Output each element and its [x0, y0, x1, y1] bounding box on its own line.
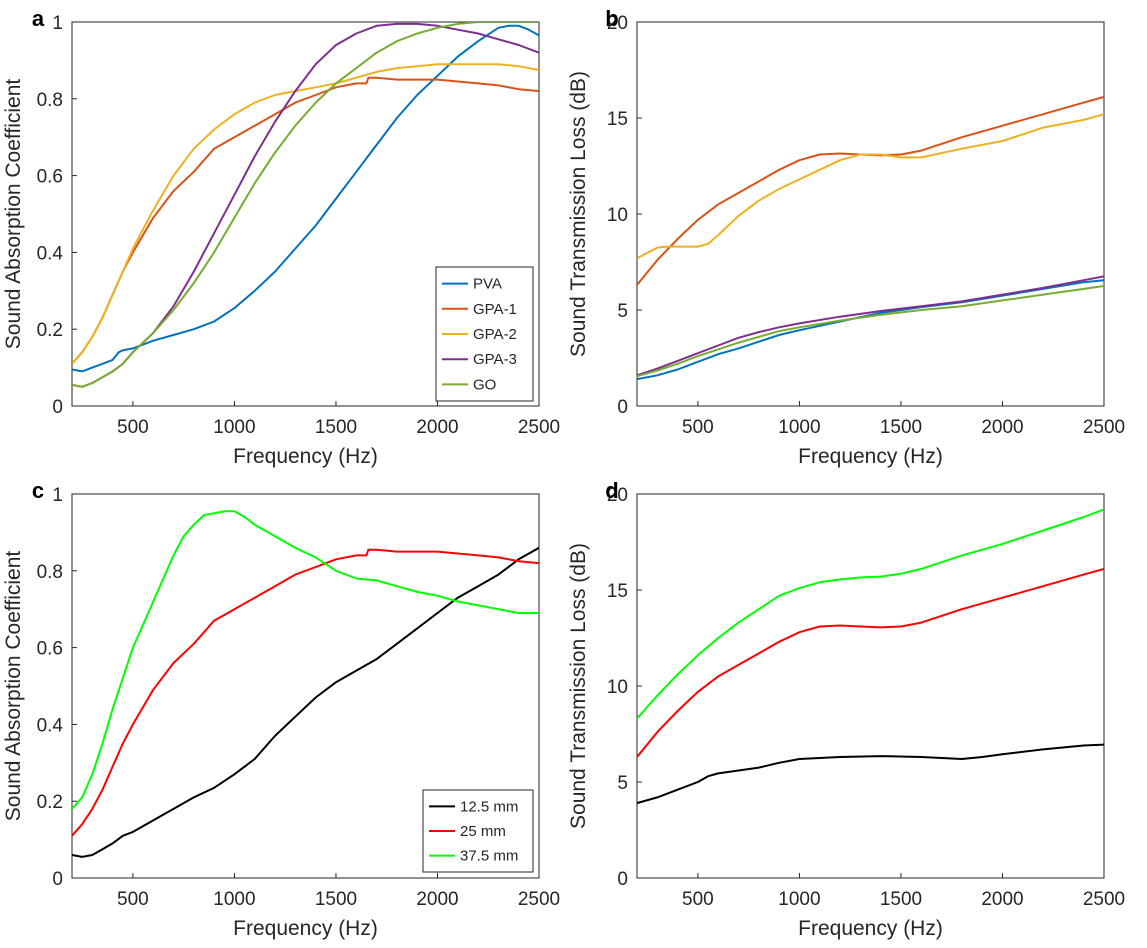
- x-tick-label: 500: [117, 889, 149, 910]
- y-tick-label: 0.6: [37, 639, 63, 660]
- legend-label: GPA-1: [473, 301, 517, 318]
- y-tick-label: 0.8: [37, 90, 63, 111]
- x-tick-label: 1500: [315, 889, 357, 910]
- legend-label: 25 mm: [460, 823, 506, 840]
- series-line-37.5-mm: [72, 510, 539, 810]
- legend-label: PVA: [473, 276, 502, 293]
- x-tick-label: 1500: [315, 417, 357, 438]
- y-tick-label: 1: [52, 485, 63, 506]
- x-tick-label: 500: [117, 417, 149, 438]
- x-axis-label: Frequency (Hz): [798, 445, 943, 468]
- x-tick-label: 2500: [1083, 889, 1125, 910]
- x-tick-label: 2000: [416, 417, 458, 438]
- y-axis-label: Sound Transmission Loss (dB): [567, 543, 590, 829]
- x-tick-label: 1000: [778, 889, 820, 910]
- series-line-4: [637, 275, 1104, 377]
- x-axis-label: Frequency (Hz): [798, 917, 943, 940]
- y-tick-label: 0: [52, 397, 63, 418]
- plot-area: [636, 21, 1105, 407]
- y-tick-label: 1: [52, 13, 63, 34]
- y-tick-label: 0.6: [37, 167, 63, 188]
- y-tick-label: 0.8: [37, 562, 63, 583]
- y-tick-label: 0.4: [37, 715, 64, 736]
- x-axis-label: Frequency (Hz): [233, 445, 378, 468]
- series-line-3: [637, 113, 1104, 260]
- series-line-1: [637, 743, 1104, 805]
- y-tick-label: 0: [617, 397, 628, 418]
- x-tick-label: 2000: [981, 889, 1023, 910]
- x-tick-label: 1500: [880, 889, 922, 910]
- series-line-12.5-mm: [72, 546, 539, 858]
- series-group: [637, 508, 1104, 805]
- y-tick-label: 5: [617, 773, 628, 794]
- x-tick-label: 1500: [880, 417, 922, 438]
- series-group: [72, 22, 539, 388]
- panel-letter: a: [32, 6, 45, 31]
- y-axis-label: Sound Absorption Coefficient: [2, 79, 25, 350]
- chart-panel-c: 500 1000 1500 2000 2500 0 0.2 0.4 0.6 0.8 1 Frequen…: [2, 478, 560, 940]
- x-tick-label: 500: [682, 889, 714, 910]
- y-tick-label: 0.4: [37, 243, 64, 264]
- y-axis-label: Sound Absorption Coefficient: [2, 551, 25, 822]
- legend-label: 37.5 mm: [460, 848, 518, 865]
- legend-label: GPA-2: [473, 326, 517, 343]
- legend: 12.5 mm 25 mm 37.5 mm: [422, 789, 534, 873]
- series-line-3: [637, 508, 1104, 720]
- chart-panel-b: 500 1000 1500 2000 2500 0 5 10 15 20 Frequency (Hz…: [567, 6, 1125, 468]
- y-tick-label: 0: [617, 869, 628, 890]
- y-tick-label: 20: [607, 13, 628, 34]
- y-tick-label: 0: [52, 869, 63, 890]
- legend-label: GO: [473, 376, 496, 393]
- series-line-gpa-2: [72, 63, 539, 365]
- x-tick-label: 2000: [416, 889, 458, 910]
- x-tick-label: 1000: [778, 417, 820, 438]
- y-tick-label: 10: [607, 677, 628, 698]
- y-tick-label: 15: [607, 109, 628, 130]
- x-tick-label: 1000: [213, 889, 255, 910]
- series-line-2: [637, 567, 1104, 758]
- y-tick-label: 0.2: [37, 320, 63, 341]
- chart-panel-d: 500 1000 1500 2000 2500 0 5 10 15 20 Frequency (Hz…: [567, 478, 1125, 940]
- plot-area: [636, 493, 1105, 879]
- chart-panel-a: 500 1000 1500 2000 2500 0 0.2 0.4 0.6 0.8 1 Frequen…: [2, 6, 560, 468]
- y-tick-label: 5: [617, 301, 628, 322]
- legend-label: GPA-3: [473, 351, 517, 368]
- x-tick-label: 2500: [1083, 417, 1125, 438]
- series-line-2: [637, 95, 1104, 286]
- y-tick-label: 0.2: [37, 792, 63, 813]
- x-tick-label: 2500: [518, 889, 560, 910]
- legend: PVA GPA-1 GPA-2 GPA-3 GO: [435, 266, 534, 402]
- x-tick-label: 2500: [518, 417, 560, 438]
- panel-letter: c: [32, 478, 44, 503]
- series-group: [72, 510, 539, 858]
- series-line-go: [72, 22, 539, 388]
- series-line-5: [637, 285, 1104, 378]
- x-tick-label: 1000: [213, 417, 255, 438]
- y-tick-label: 10: [607, 205, 628, 226]
- x-tick-label: 500: [682, 417, 714, 438]
- x-tick-label: 2000: [981, 417, 1023, 438]
- panel-letter: b: [605, 6, 618, 31]
- legend-label: 12.5 mm: [460, 798, 518, 815]
- y-tick-label: 15: [607, 581, 628, 602]
- y-tick-label: 20: [607, 485, 628, 506]
- series-line-pva: [72, 24, 539, 373]
- x-axis-label: Frequency (Hz): [233, 917, 378, 940]
- panel-letter: d: [605, 478, 618, 503]
- y-axis-label: Sound Transmission Loss (dB): [567, 71, 590, 357]
- series-line-25-mm: [72, 548, 539, 837]
- series-group: [637, 95, 1104, 381]
